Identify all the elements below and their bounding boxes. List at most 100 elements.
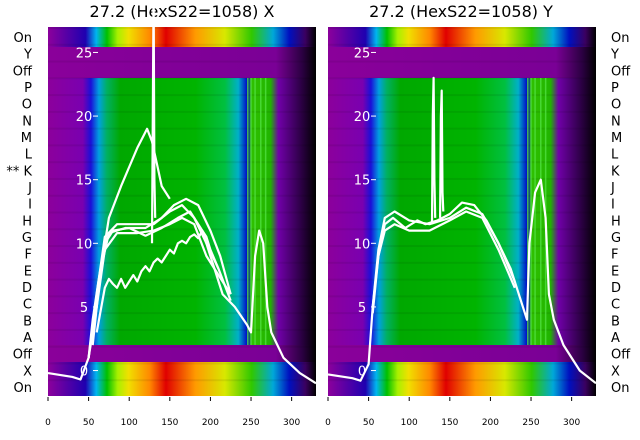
heatmap-band-bottom-on [48, 362, 316, 396]
heatmap-row-stripe [328, 261, 596, 264]
y-tick-label: 0 [358, 365, 366, 380]
y-tick-label: 10 [76, 237, 93, 252]
heatmap-row-stripe [328, 228, 596, 231]
y-tick-label: 25 [76, 46, 93, 61]
heatmap-row-stripe [48, 194, 316, 197]
row-label: I [611, 198, 615, 213]
heatmap-row-stripe [48, 144, 316, 147]
heatmap-row-stripe [328, 127, 596, 130]
row-label: On [14, 31, 32, 46]
row-label: G [611, 231, 621, 246]
row-label: D [22, 281, 32, 296]
row-label: On [14, 381, 32, 396]
row-label: X [611, 364, 620, 379]
row-label: M [611, 131, 622, 146]
heatmap-row-stripe [48, 43, 316, 46]
heatmap-row-stripe [328, 60, 596, 63]
heatmap-row-stripe [328, 312, 596, 315]
heatmap-band-body [48, 78, 316, 345]
heatmap-row-stripe [328, 94, 596, 97]
heatmap-row-stripe [328, 77, 596, 80]
row-label: L [25, 148, 33, 163]
y-tick-label: 25 [354, 46, 371, 61]
row-label: E [24, 264, 32, 279]
profile-line [150, 0, 157, 244]
profile-line [99, 127, 171, 269]
row-label: M [21, 131, 32, 146]
row-label: N [22, 114, 32, 129]
heatmap-row-stripe [328, 328, 596, 331]
heatmap-row-stripe [48, 362, 316, 365]
heatmap-band-top-on [328, 27, 596, 47]
row-label: L [611, 148, 619, 163]
row-label: H [22, 214, 32, 229]
profile-line [91, 197, 232, 346]
row-label: D [611, 281, 621, 296]
heatmap-panel-right: 0 5 10 15 20 25 [327, 27, 597, 396]
row-label: C [23, 298, 32, 313]
y-tick-label: 10 [354, 237, 371, 252]
heatmap-band-bottom-on [328, 362, 596, 396]
x-tick-label: 300 [563, 418, 580, 428]
heatmap-band-bottom-gap [48, 345, 316, 362]
heatmap-row-stripe [328, 362, 596, 365]
x-tick-label: 100 [401, 418, 418, 428]
row-label: E [611, 264, 619, 279]
x-tick-label: 50 [363, 418, 375, 428]
y-tick-label: 5 [358, 301, 366, 316]
heatmap-row-stripe [48, 94, 316, 97]
heatmap-row-stripe [48, 379, 316, 382]
profile-line [371, 210, 516, 314]
heatmap-row-stripe [48, 27, 316, 29]
y-tick-label: 20 [354, 110, 371, 125]
x-tick-label: 150 [441, 418, 458, 428]
heatmap-row-stripe [48, 328, 316, 331]
heatmap-row-stripe [48, 245, 316, 248]
heatmap-row-stripe [328, 177, 596, 180]
x-tick-label: 250 [522, 418, 539, 428]
row-label: F [611, 248, 618, 263]
y-tick-label: 20 [76, 110, 93, 125]
heatmap-row-stripe [328, 295, 596, 298]
row-label: C [611, 298, 620, 313]
heatmap-row-stripe [48, 77, 316, 80]
row-label: B [23, 314, 32, 329]
x-tick-label: 200 [202, 418, 219, 428]
heatmap-row-stripe [48, 312, 316, 315]
row-label: Off [13, 348, 33, 363]
heatmap-row-stripe [328, 161, 596, 164]
row-label: O [611, 98, 621, 113]
chart-title-right: 27.2 (HexS22=1058) Y [369, 2, 553, 21]
profile-line [371, 206, 516, 308]
x-tick-label: 250 [242, 418, 259, 428]
heatmap-row-stripe [328, 278, 596, 281]
heatmap-row-stripe [48, 295, 316, 298]
row-label: J [610, 181, 615, 196]
row-label: ** K [6, 164, 32, 179]
row-label: Off [611, 348, 631, 363]
heatmap-row-stripe [48, 261, 316, 264]
row-label: Off [611, 64, 631, 79]
row-label: N [611, 114, 621, 129]
row-label: P [24, 81, 32, 96]
row-label: F [25, 248, 32, 263]
row-label: X [23, 364, 32, 379]
profile-line [95, 229, 220, 333]
heatmap-row-stripe [48, 345, 316, 348]
row-label: A [611, 331, 620, 346]
y-tick-label: 15 [354, 174, 371, 189]
row-label: On [611, 31, 629, 46]
row-label: Y [610, 48, 619, 63]
row-label: O [22, 98, 32, 113]
row-label: On [611, 381, 629, 396]
heatmap-row-stripe [48, 110, 316, 113]
heatmap-band-bottom-gap [328, 345, 596, 362]
x-axis-ticks-left: 0 50 100 150 200 250 300 [45, 397, 300, 428]
heatmap-row-stripe [328, 245, 596, 248]
row-label: G [22, 231, 32, 246]
x-tick-label: 200 [482, 418, 499, 428]
x-tick-label: 0 [325, 418, 331, 428]
